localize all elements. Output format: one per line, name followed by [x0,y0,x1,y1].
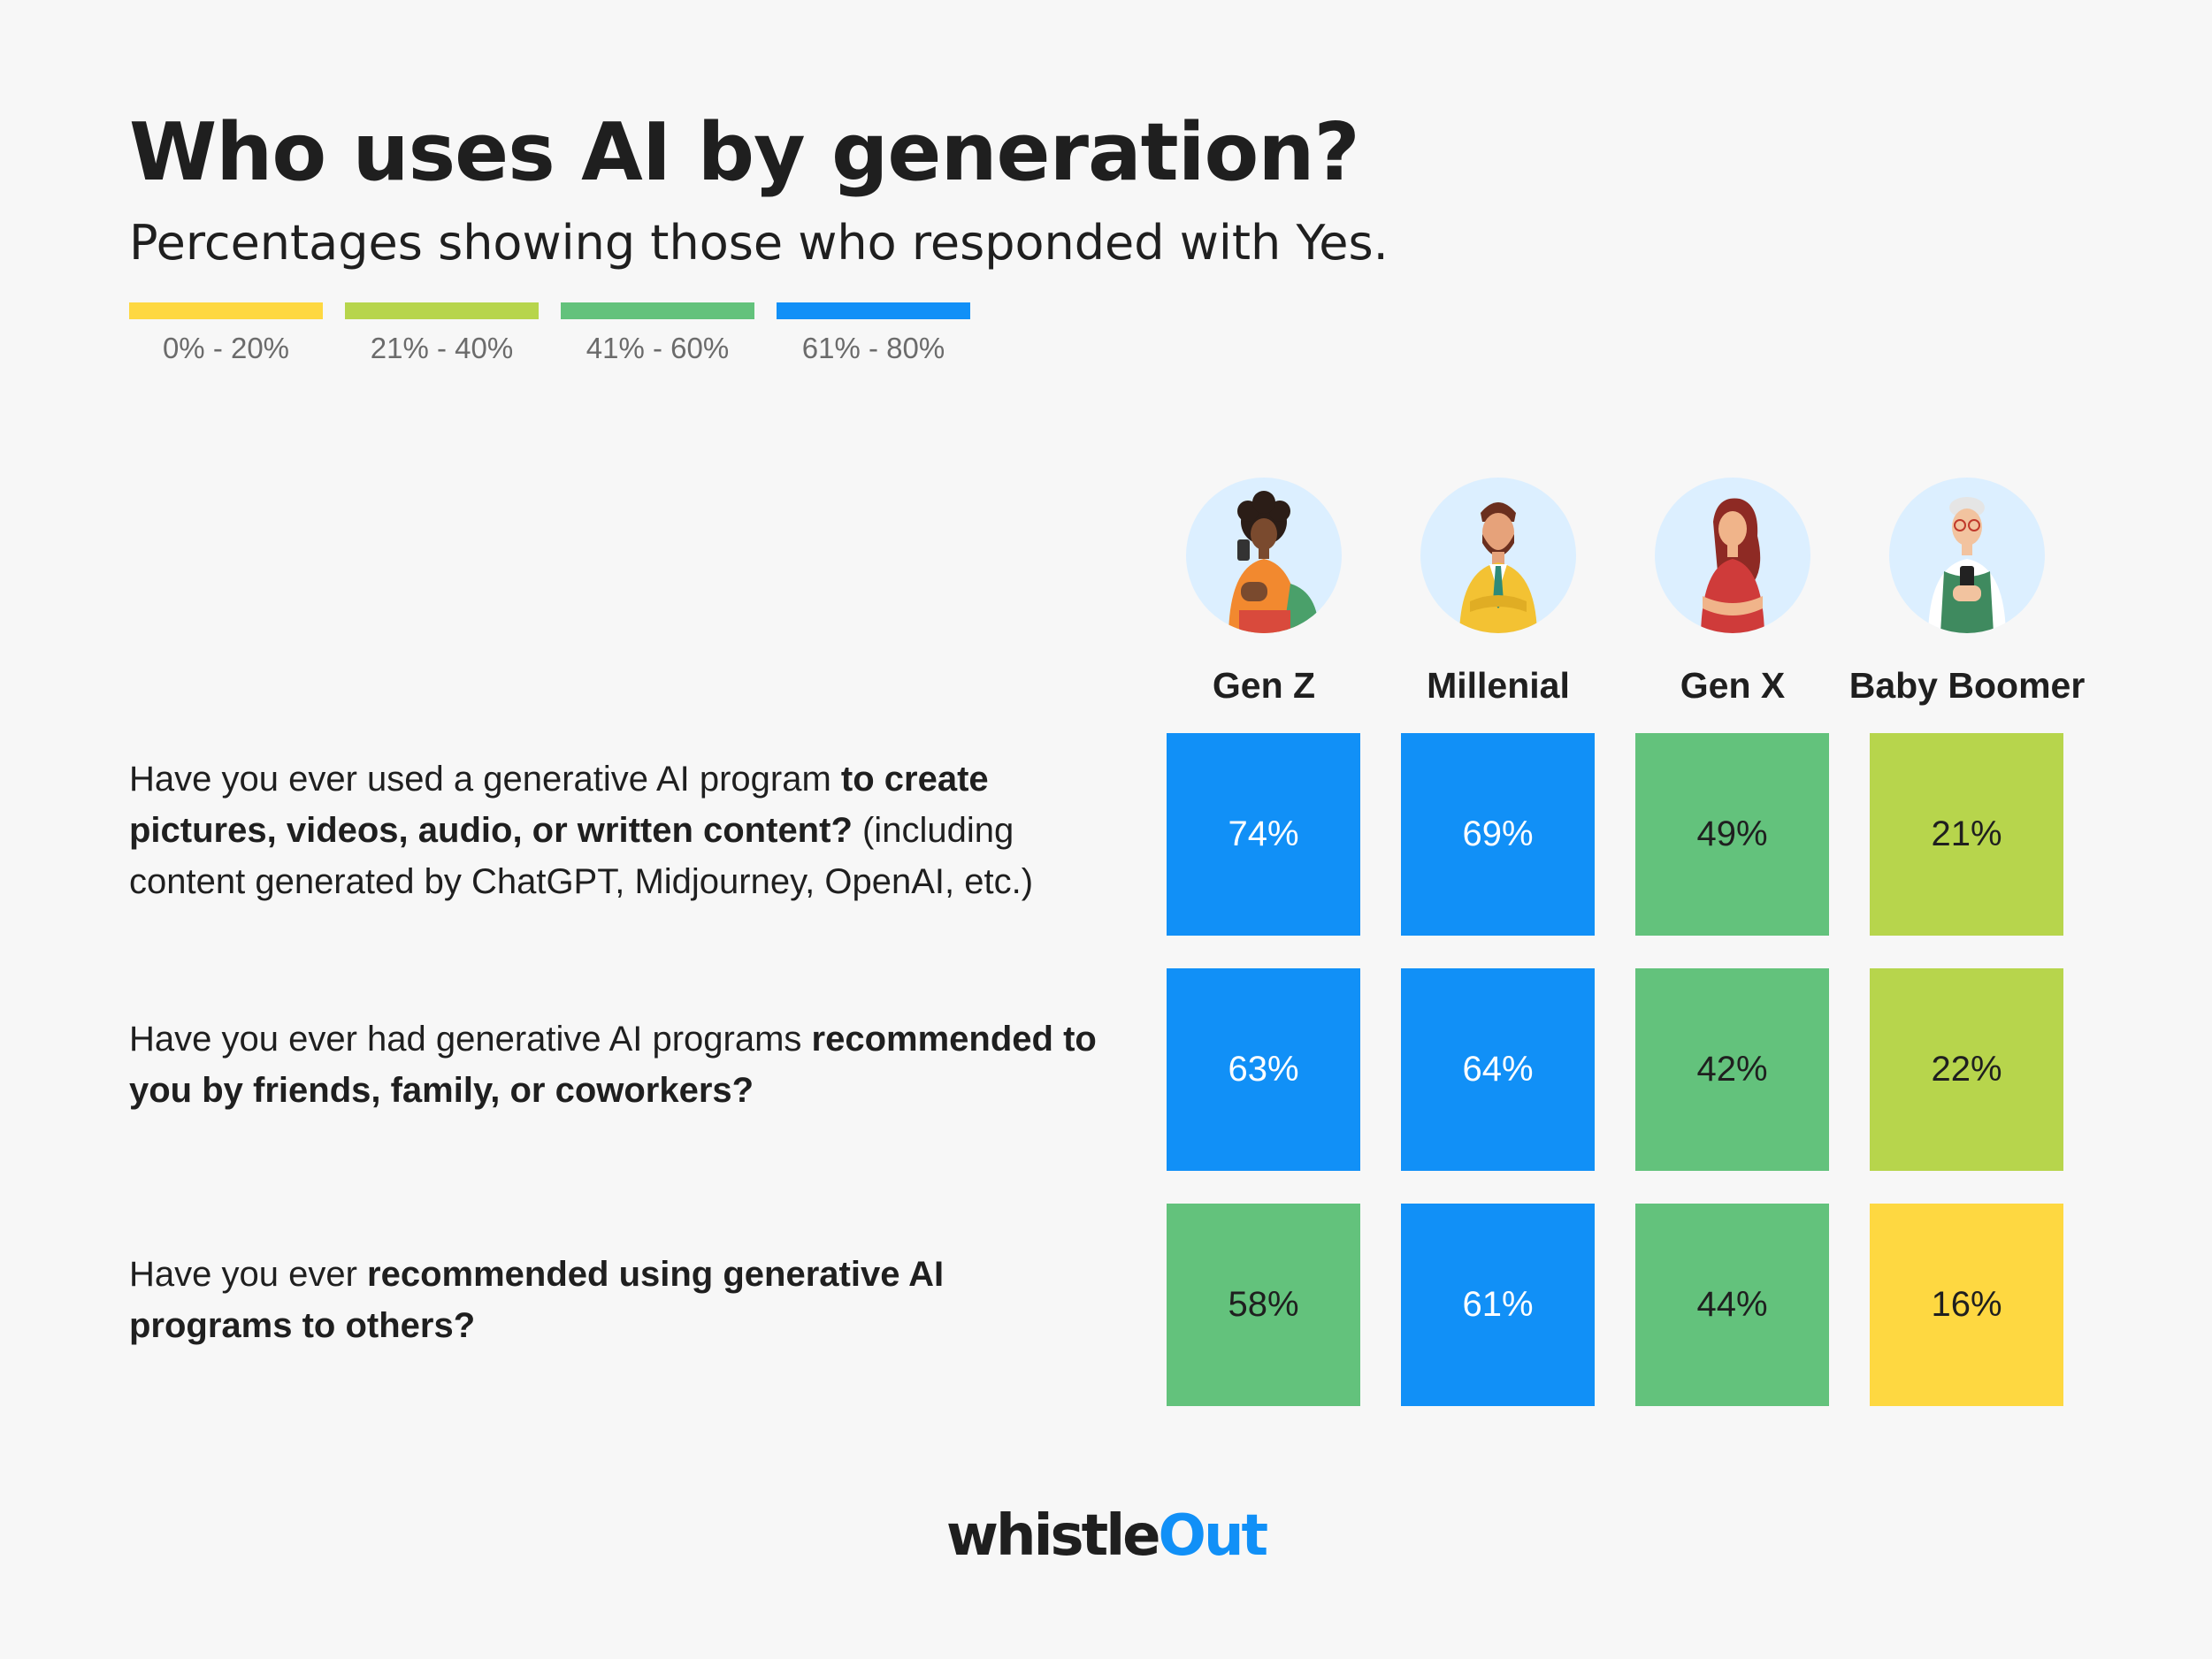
legend-swatch [129,302,323,319]
chart-subtitle: Percentages showing those who responded … [129,215,1389,271]
heatmap-cell: 61% [1401,1204,1595,1406]
whistleout-logo: whistleOut [0,1508,2212,1564]
question-text-bold: to create pictures, videos, audio, or wr… [129,760,989,850]
question-text: (including content generated by ChatGPT,… [129,811,1034,901]
column-label-millenial: Millenial [1427,665,1570,706]
chart-title: Who uses AI by generation? [129,106,1360,199]
legend-label: 0% - 20% [162,332,290,364]
legend-swatch [777,302,970,319]
legend: 0% - 20% 21% - 40% 41% - 60% 61% - 80% [129,302,970,365]
heatmap-cell: 69% [1401,733,1595,936]
heatmap-cell: 44% [1635,1204,1829,1406]
legend-item: 61% - 80% [777,302,970,365]
heatmap-cell: 63% [1167,968,1360,1171]
legend-label: 41% - 60% [586,332,730,364]
heatmap-cell: 22% [1870,968,2063,1171]
question-text: Have you ever used a generative AI progr… [129,760,841,799]
elderly-man-with-phone-icon [1889,478,2045,633]
legend-swatch [345,302,539,319]
woman-with-phone-icon [1186,478,1342,633]
column-label-baby-boomer: Baby Boomer [1848,665,2086,706]
heatmap-cell: 64% [1401,968,1595,1171]
question-text-bold: recommended to you by friends, family, o… [129,1020,1097,1110]
heatmap-cell: 74% [1167,733,1360,936]
question-row-3: Have you ever recommended using generati… [129,1249,1111,1351]
question-text: Have you ever had generative AI programs [129,1020,812,1059]
logo-text: whistle [945,1503,1161,1569]
heatmap-cell: 21% [1870,733,2063,936]
heatmap-cell: 58% [1167,1204,1360,1406]
legend-item: 21% - 40% [345,302,539,365]
heatmap-cell: 49% [1635,733,1829,936]
column-label-gen-z: Gen Z [1212,665,1316,706]
logo-text-accent: Out [1158,1503,1269,1569]
legend-item: 41% - 60% [561,302,754,365]
heatmap-cell: 16% [1870,1204,2063,1406]
question-row-1: Have you ever used a generative AI progr… [129,753,1111,907]
question-text-bold: recommended using generative AI programs… [129,1255,945,1345]
legend-label: 21% - 40% [370,332,514,364]
heatmap-cell: 42% [1635,968,1829,1171]
question-text: Have you ever [129,1255,368,1294]
bearded-man-icon [1420,478,1576,633]
question-row-2: Have you ever had generative AI programs… [129,1013,1111,1116]
woman-arms-crossed-icon [1655,478,1810,633]
column-label-gen-x: Gen X [1680,665,1786,706]
legend-swatch [561,302,754,319]
legend-item: 0% - 20% [129,302,323,365]
legend-label: 61% - 80% [801,332,945,364]
